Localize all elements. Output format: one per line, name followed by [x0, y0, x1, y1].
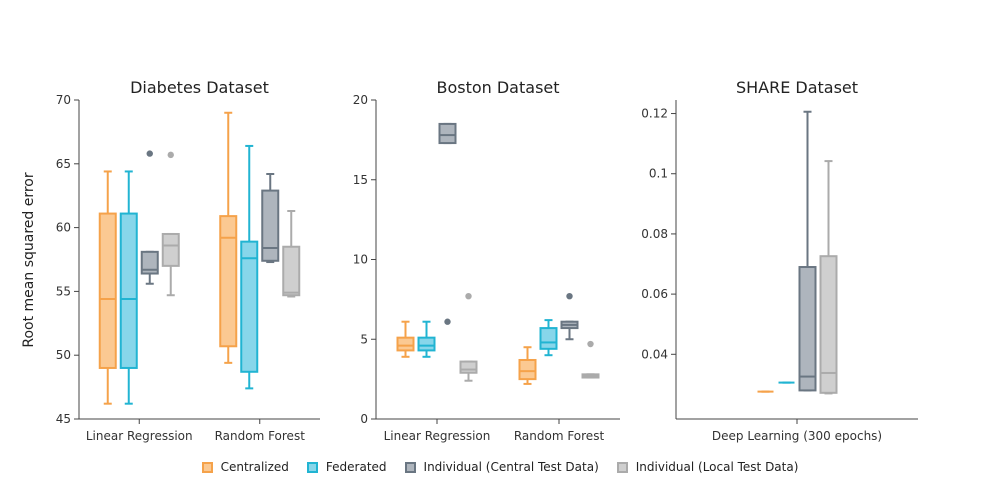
- diabetes-dataset-xtick-label: Linear Regression: [86, 429, 193, 443]
- boston-dataset-linear-regression-individual-central-test-data-box: [438, 122, 457, 145]
- diabetes-dataset-xtick-label: Random Forest: [215, 429, 306, 443]
- share-dataset-title: SHARE Dataset: [736, 78, 858, 97]
- legend-swatch-individual-central: [404, 461, 416, 473]
- box-plot-figure: Root mean squared error Diabetes Dataset 4…: [21, 78, 918, 443]
- share-dataset-deep-learning-300-epochs-individual-central-test-data-box: [798, 266, 817, 392]
- legend-item-individual-local: Individual (Local Test Data): [616, 460, 799, 474]
- boston-dataset-xtick-label: Random Forest: [514, 429, 605, 443]
- legend-label-individual-central: Individual (Central Test Data): [423, 460, 599, 474]
- boston-dataset-xtick-label: Linear Regression: [384, 429, 491, 443]
- share-dataset-ytick-label: 0.08: [641, 227, 668, 241]
- diabetes-dataset-ytick-label: 70: [56, 93, 71, 107]
- legend-label-individual-local: Individual (Local Test Data): [635, 460, 799, 474]
- share-dataset-deep-learning-300-epochs-individual-local-test-data-box: [819, 255, 838, 394]
- boston-dataset-random-forest-centralized-box: [518, 358, 537, 381]
- diabetes-dataset-random-forest-individual-central-test-data-box: [261, 189, 280, 262]
- legend-swatch-individual-local: [616, 461, 628, 473]
- boston-dataset-ytick-label: 10: [353, 253, 368, 267]
- share-dataset-ytick-label: 0.12: [641, 107, 668, 121]
- diabetes-dataset-linear-regression-federated-box: [119, 212, 138, 369]
- diabetes-dataset-linear-regression-individual-local-test-data-outlier: [167, 151, 174, 159]
- boston-dataset-linear-regression-individual-central-test-data-outlier: [444, 318, 451, 325]
- boston-dataset-ytick-label: 0: [360, 412, 368, 426]
- share-dataset-ytick-label: 0.06: [641, 287, 668, 301]
- diabetes-dataset-linear-regression-individual-local-test-data-box: [161, 232, 180, 267]
- boston-dataset-linear-regression-federated-box: [417, 336, 436, 352]
- legend-item-individual-central: Individual (Central Test Data): [404, 460, 599, 474]
- legend-label-centralized: Centralized: [220, 460, 289, 474]
- legend: Centralized Federated Individual (Centra…: [0, 456, 1000, 478]
- diabetes-dataset-ytick-label: 45: [56, 412, 71, 426]
- boston-dataset-ytick-label: 5: [360, 332, 368, 346]
- legend-item-federated: Federated: [306, 460, 387, 474]
- boston-dataset-ytick-label: 20: [353, 93, 368, 107]
- boston-dataset-linear-regression-centralized-box: [396, 336, 415, 352]
- boston-dataset-random-forest-federated-box: [539, 327, 558, 350]
- diabetes-dataset-random-forest-centralized-box: [219, 215, 238, 348]
- boston-dataset-random-forest-individual-central-test-data-outlier: [566, 292, 573, 300]
- boston-dataset-linear-regression-individual-local-test-data-box: [459, 360, 478, 374]
- diabetes-dataset-ytick-label: 60: [56, 221, 71, 235]
- diabetes-dataset-linear-regression-individual-central-test-data-outlier: [146, 150, 153, 157]
- legend-swatch-federated: [306, 461, 318, 473]
- legend-swatch-centralized: [201, 461, 213, 473]
- diabetes-dataset-ytick-label: 55: [56, 284, 71, 298]
- diabetes-dataset-random-forest-individual-local-test-data-box: [282, 245, 301, 297]
- y-axis-label: Root mean squared error: [21, 172, 37, 347]
- boston-dataset-title: Boston Dataset: [436, 78, 559, 97]
- legend-label-federated: Federated: [325, 460, 387, 474]
- boston-dataset-ytick-label: 15: [353, 173, 368, 187]
- boston-dataset-linear-regression-individual-local-test-data-outlier: [465, 292, 472, 300]
- diabetes-dataset-title: Diabetes Dataset: [130, 78, 269, 97]
- boston-dataset-random-forest-individual-local-test-data-outlier: [587, 340, 594, 348]
- diabetes-dataset-linear-regression-individual-central-test-data-box: [140, 250, 159, 275]
- share-dataset-ytick-label: 0.04: [641, 347, 668, 361]
- diabetes-dataset-ytick-label: 50: [56, 348, 71, 362]
- diabetes-dataset-random-forest-federated-box: [240, 240, 259, 373]
- legend-item-centralized: Centralized: [201, 460, 289, 474]
- share-dataset-ytick-label: 0.1: [649, 167, 668, 181]
- diabetes-dataset-ytick-label: 65: [56, 157, 71, 171]
- diabetes-dataset-linear-regression-centralized-box: [98, 212, 117, 369]
- share-dataset-xtick-label: Deep Learning (300 epochs): [712, 429, 882, 443]
